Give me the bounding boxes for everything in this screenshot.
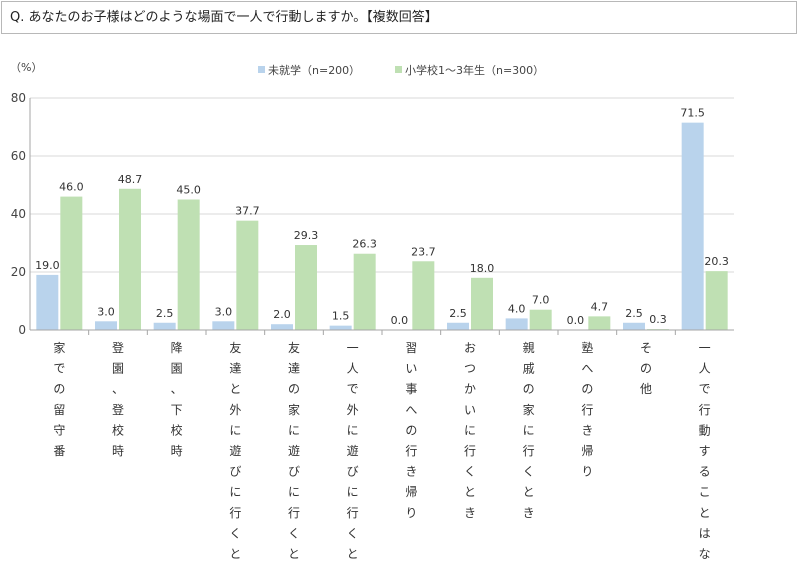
bar-series1 bbox=[505, 318, 528, 330]
category-label: 友達の家に遊びに行くとき bbox=[288, 341, 300, 568]
bar-series2 bbox=[177, 199, 200, 330]
axes: 0 20 40 60 80 （%） bbox=[10, 61, 734, 337]
category-label: 習い事への行き帰り bbox=[405, 341, 417, 520]
bar-series1 bbox=[447, 322, 469, 330]
data-label: 19.0 bbox=[35, 259, 60, 272]
legend-swatch bbox=[258, 66, 265, 73]
data-label: 18.0 bbox=[470, 262, 495, 275]
data-label: 37.7 bbox=[235, 205, 260, 218]
bar-series2 bbox=[471, 277, 493, 330]
data-label: 46.0 bbox=[59, 181, 84, 194]
bar-series2 bbox=[529, 309, 552, 330]
data-label: 0.0 bbox=[391, 314, 409, 327]
category-label: 降園、下校時 bbox=[171, 341, 183, 458]
data-label: 2.5 bbox=[625, 307, 643, 320]
data-label: 7.0 bbox=[532, 294, 550, 307]
bar-series2 bbox=[705, 271, 728, 330]
bar-series2 bbox=[60, 196, 83, 330]
bar-series2 bbox=[353, 253, 376, 330]
data-label: 3.0 bbox=[215, 305, 233, 318]
bar-series1 bbox=[36, 274, 59, 330]
y-tick-label: 80 bbox=[11, 91, 26, 105]
data-labels: 19.0 3.0 2.5 3.0 2.0 1.5 0.0 2.5 4.0 0.0 2.5 71.5 46… bbox=[35, 107, 729, 327]
bar-series1 bbox=[623, 322, 645, 330]
y-tick-label: 0 bbox=[18, 323, 26, 337]
bars bbox=[36, 122, 728, 331]
data-label: 48.7 bbox=[118, 173, 143, 186]
legend: 未就学（n=200） 小学校1～3年生（n=300） bbox=[258, 63, 544, 77]
bar-series2 bbox=[236, 220, 259, 330]
bar-series1 bbox=[95, 321, 117, 330]
y-tick-label: 60 bbox=[11, 149, 26, 163]
category-label: 一人で行動することはない bbox=[699, 341, 711, 568]
category-label: 家での留守番 bbox=[53, 340, 65, 458]
data-label: 26.3 bbox=[352, 238, 377, 251]
data-label: 3.0 bbox=[97, 305, 115, 318]
data-label: 20.3 bbox=[704, 255, 729, 268]
category-label: その他 bbox=[640, 341, 652, 396]
category-label: 友達と外に遊びに行くとき bbox=[229, 341, 241, 568]
data-label: 71.5 bbox=[680, 107, 705, 120]
question-title: Q. あなたのお子様はどのような場面で一人で行動しますか。【複数回答】 bbox=[1, 1, 797, 34]
data-label: 4.7 bbox=[591, 300, 609, 313]
legend-swatch bbox=[395, 66, 402, 73]
bar-series1 bbox=[329, 325, 352, 330]
bar-series2 bbox=[119, 188, 141, 330]
data-label: 4.0 bbox=[508, 302, 526, 315]
category-label: 一人で外に遊びに行くとき bbox=[347, 341, 359, 568]
data-label: 2.5 bbox=[449, 307, 467, 320]
data-label: 0.0 bbox=[567, 314, 585, 327]
category-label: 親戚の家に行くとき bbox=[523, 341, 535, 520]
unit-label: （%） bbox=[10, 61, 42, 74]
data-label: 29.3 bbox=[294, 229, 319, 242]
y-tick-label: 20 bbox=[11, 265, 26, 279]
data-label: 2.0 bbox=[273, 308, 291, 321]
category-label: 登園、登校時 bbox=[112, 340, 124, 458]
bar-series1 bbox=[212, 321, 235, 330]
data-label: 0.3 bbox=[649, 313, 667, 326]
legend-label: 未就学（n=200） bbox=[268, 63, 360, 77]
data-label: 2.5 bbox=[156, 307, 174, 320]
category-labels: 家での留守番 登園、登校時 降園、下校時 友達と外に遊びに行くとき 友達の家に遊びに行く… bbox=[53, 340, 710, 568]
legend-label: 小学校1～3年生（n=300） bbox=[405, 63, 544, 77]
bar-series2 bbox=[295, 245, 317, 330]
bar-series2 bbox=[412, 261, 435, 330]
data-label: 1.5 bbox=[332, 310, 350, 323]
bar-series1 bbox=[153, 322, 176, 330]
bar-series2 bbox=[588, 316, 611, 330]
gridlines bbox=[30, 97, 734, 273]
y-tick-label: 40 bbox=[11, 207, 26, 221]
category-label: おつかいに行くとき bbox=[464, 341, 476, 520]
data-label: 45.0 bbox=[176, 184, 201, 197]
data-label: 23.7 bbox=[411, 245, 436, 258]
bar-series1 bbox=[271, 324, 293, 330]
bar-series1 bbox=[681, 122, 704, 331]
category-label: 塾への行き帰り bbox=[581, 340, 593, 479]
